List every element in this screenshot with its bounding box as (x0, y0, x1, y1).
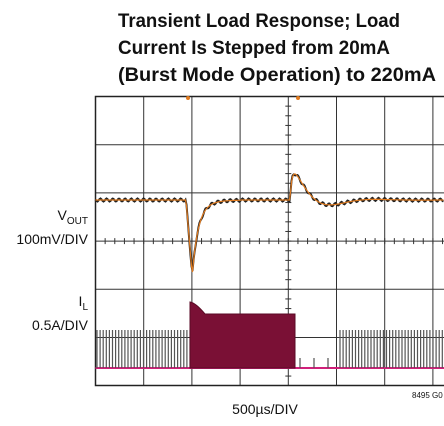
title-line: (Burst Mode Operation) to 220mA (118, 65, 436, 86)
channel-subscript: L (82, 302, 88, 313)
channel-label: IL (79, 293, 89, 313)
plot-frame (94, 95, 444, 387)
il-load (189, 301, 296, 369)
channel-scale: 100mV/DIV (16, 231, 88, 247)
x-axis-label: 500µs/DIV (232, 401, 298, 417)
channel-subscript: OUT (67, 216, 88, 227)
traces (94, 96, 444, 369)
title-line: Current Is Stepped from 20mA (118, 38, 390, 59)
trigger-marker (186, 96, 190, 100)
title-line: Transient Load Response; Load (118, 11, 400, 32)
vout-noise (94, 173, 444, 272)
channel-scale: 0.5A/DIV (32, 317, 89, 333)
trigger-marker (296, 96, 300, 100)
vout-trace (95, 173, 444, 273)
channel-name: V (58, 207, 68, 223)
figure-id: 8495 G0 (412, 391, 443, 400)
channel-label: VOUT (58, 207, 88, 227)
channel-name: I (79, 293, 83, 309)
